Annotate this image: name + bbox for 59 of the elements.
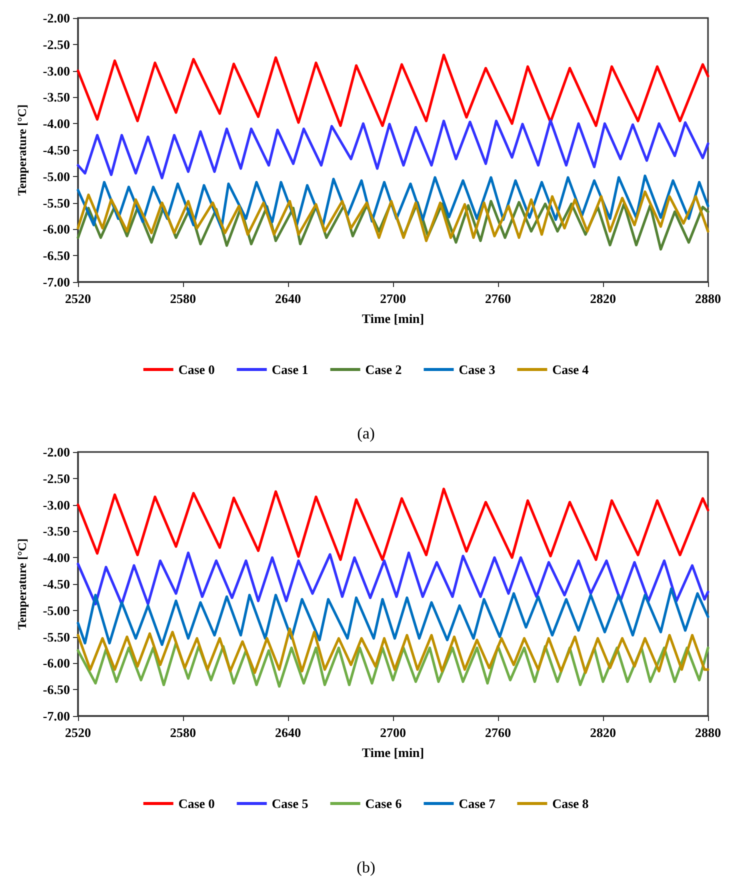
y-tick-label: -6.00 <box>42 222 70 237</box>
y-axis-title: Temperature [°C] <box>15 104 29 196</box>
y-tick-label: -3.50 <box>42 90 70 105</box>
legend-label: Case 5 <box>272 796 309 811</box>
legend-label: Case 2 <box>365 362 402 377</box>
y-tick-label: -3.00 <box>42 497 70 512</box>
legend-label: Case 3 <box>458 362 496 377</box>
x-axis-title: Time [min] <box>362 745 424 760</box>
y-tick-label: -5.50 <box>42 195 70 210</box>
x-tick-label: 2700 <box>380 291 406 306</box>
y-tick-label: -5.50 <box>42 629 70 644</box>
x-tick-label: 2640 <box>275 291 301 306</box>
legend-label: Case 0 <box>178 796 215 811</box>
line-series <box>76 587 710 646</box>
x-tick-label: 2640 <box>275 725 301 740</box>
line-series <box>76 190 710 242</box>
x-tick-label: 2820 <box>590 291 616 306</box>
legend-label: Case 0 <box>178 362 215 377</box>
x-axis-title: Time [min] <box>362 311 424 326</box>
x-tick-label: 2760 <box>485 291 511 306</box>
x-tick-label: 2580 <box>170 291 196 306</box>
text: (a) <box>357 426 375 442</box>
y-tick-label: -6.50 <box>42 248 70 264</box>
y-tick-label: -7.00 <box>42 708 70 724</box>
legend-label: Case 1 <box>272 362 308 377</box>
line-series <box>76 119 710 180</box>
line-series <box>76 54 710 128</box>
line-series <box>76 628 710 674</box>
y-tick-label: -2.50 <box>42 36 70 52</box>
y-tick-label: -4.50 <box>42 142 70 158</box>
legend-label: Case 4 <box>552 362 590 377</box>
legend-label: Case 7 <box>458 796 496 811</box>
y-tick-label: -5.00 <box>42 168 70 184</box>
y-tick-label: -4.50 <box>42 576 70 592</box>
legend-label: Case 8 <box>552 796 590 811</box>
y-tick-label: -2.00 <box>42 10 70 26</box>
x-tick-label: 2760 <box>485 725 511 740</box>
y-tick-label: -5.00 <box>42 602 70 618</box>
y-tick-label: -7.00 <box>42 274 70 290</box>
y-tick-label: -6.50 <box>42 682 70 698</box>
x-tick-label: 2820 <box>590 725 616 740</box>
line-series <box>76 552 710 606</box>
x-tick-label: 2520 <box>65 725 91 740</box>
x-tick-label: 2580 <box>170 725 196 740</box>
y-tick-label: -4.00 <box>42 116 70 132</box>
y-tick-label: -6.00 <box>42 656 70 671</box>
x-tick-label: 2880 <box>695 725 721 740</box>
x-tick-label: 2880 <box>695 291 721 306</box>
y-tick-label: -4.00 <box>42 550 70 566</box>
line-series <box>76 488 710 562</box>
x-tick-label: 2520 <box>65 291 91 306</box>
y-tick-label: -3.00 <box>42 63 70 78</box>
y-tick-label: -3.50 <box>42 524 70 539</box>
y-tick-label: -2.00 <box>42 444 70 460</box>
text: (b) <box>356 860 376 876</box>
y-tick-label: -2.50 <box>42 470 70 486</box>
x-tick-label: 2700 <box>380 725 406 740</box>
legend-label: Case 6 <box>365 796 402 811</box>
y-axis-title: Temperature [°C] <box>15 538 29 630</box>
